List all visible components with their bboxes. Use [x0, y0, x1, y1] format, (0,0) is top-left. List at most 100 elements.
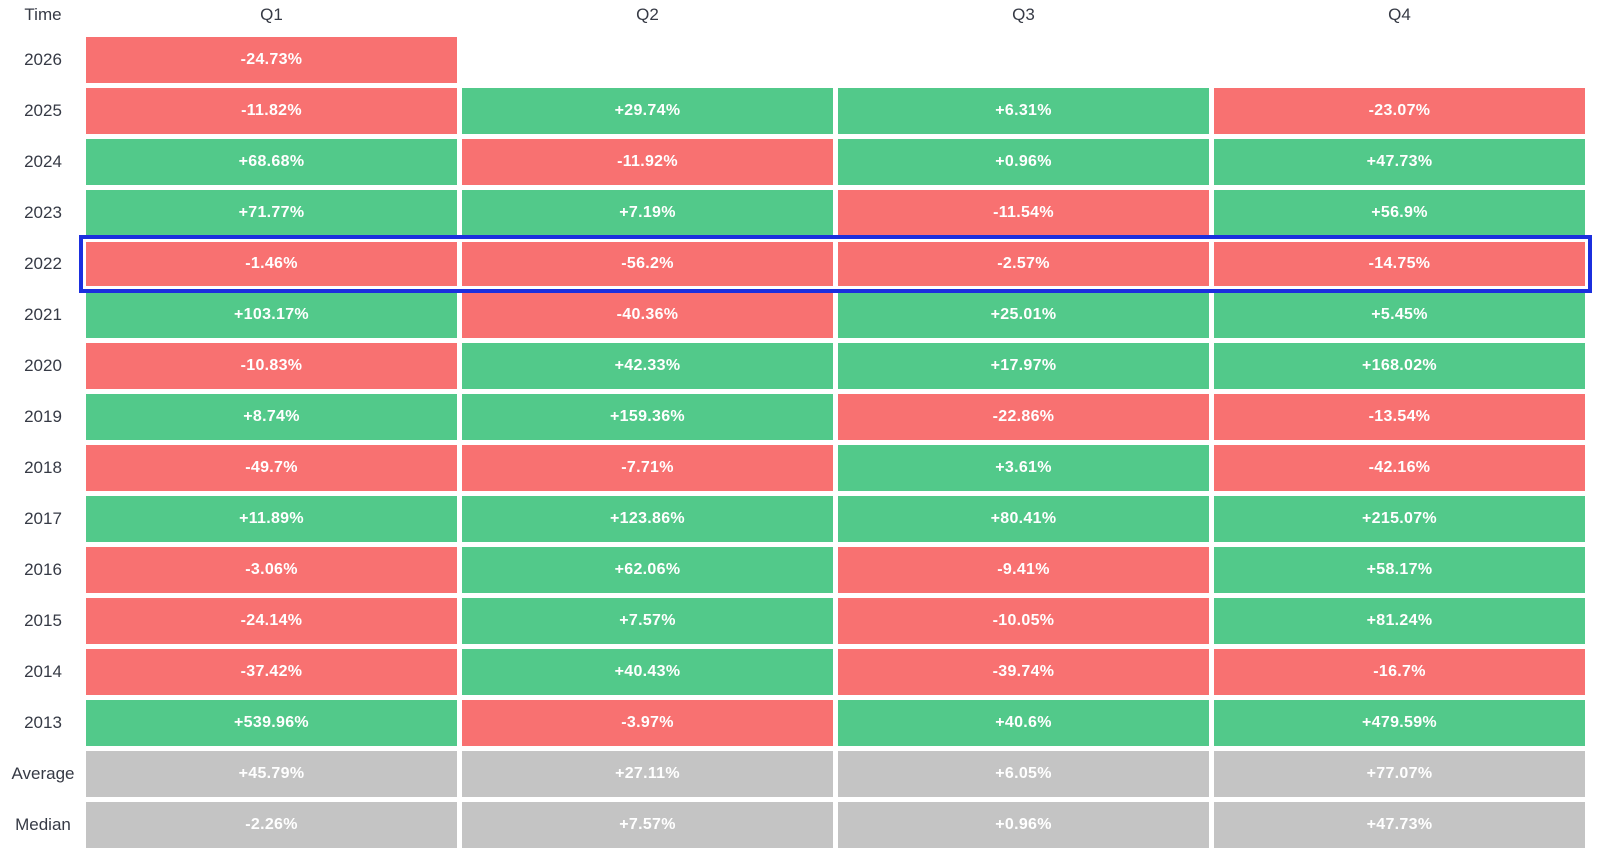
year-row: 2022 -1.46% -56.2% -2.57% -14.75%: [0, 235, 1600, 293]
value-cell[interactable]: +7.57%: [462, 598, 833, 644]
row-label: 2020: [24, 356, 62, 375]
value-cell[interactable]: -2.26%: [86, 802, 457, 848]
value-cell[interactable]: +215.07%: [1214, 496, 1585, 542]
empty-cell: [838, 37, 1209, 83]
year-row: 2013 +539.96% -3.97% +40.6% +479.59%: [0, 700, 1600, 746]
row-cells: -2.26% +7.57% +0.96% +47.73%: [86, 802, 1585, 848]
value-cell[interactable]: +29.74%: [462, 88, 833, 134]
value-cell[interactable]: +42.33%: [462, 343, 833, 389]
row-cells: -49.7% -7.71% +3.61% -42.16%: [86, 445, 1585, 491]
row-cells: +539.96% -3.97% +40.6% +479.59%: [86, 700, 1585, 746]
value-cell[interactable]: +159.36%: [462, 394, 833, 440]
row-label: 2021: [24, 305, 62, 324]
value-cell[interactable]: -14.75%: [1214, 241, 1585, 287]
row-label: 2014: [24, 662, 62, 681]
value-cell[interactable]: +103.17%: [86, 292, 457, 338]
value-cell[interactable]: +5.45%: [1214, 292, 1585, 338]
value-cell[interactable]: -13.54%: [1214, 394, 1585, 440]
value-cell[interactable]: +56.9%: [1214, 190, 1585, 236]
value-cell[interactable]: +40.43%: [462, 649, 833, 695]
row-label: 2022: [24, 254, 62, 273]
value-cell[interactable]: -2.57%: [838, 241, 1209, 287]
row-cells: +11.89% +123.86% +80.41% +215.07%: [86, 496, 1585, 542]
value-cell[interactable]: -56.2%: [462, 241, 833, 287]
year-row: 2025 -11.82% +29.74% +6.31% -23.07%: [0, 88, 1600, 134]
row-label: 2013: [24, 713, 62, 732]
empty-cell: [1214, 37, 1585, 83]
time-column-header: Time: [24, 5, 62, 24]
value-cell[interactable]: +40.6%: [838, 700, 1209, 746]
value-cell[interactable]: -9.41%: [838, 547, 1209, 593]
row-cells: -10.83% +42.33% +17.97% +168.02%: [86, 343, 1585, 389]
value-cell[interactable]: +47.73%: [1214, 802, 1585, 848]
row-cells: +103.17% -40.36% +25.01% +5.45%: [86, 292, 1585, 338]
value-cell[interactable]: -7.71%: [462, 445, 833, 491]
value-cell[interactable]: +27.11%: [462, 751, 833, 797]
value-cell[interactable]: -11.82%: [86, 88, 457, 134]
value-cell[interactable]: -11.54%: [838, 190, 1209, 236]
row-cells: -11.82% +29.74% +6.31% -23.07%: [86, 88, 1585, 134]
value-cell[interactable]: +7.57%: [462, 802, 833, 848]
value-cell[interactable]: -40.36%: [462, 292, 833, 338]
value-cell[interactable]: +25.01%: [838, 292, 1209, 338]
value-cell[interactable]: -49.7%: [86, 445, 457, 491]
row-label: Median: [15, 815, 71, 834]
value-cell[interactable]: -37.42%: [86, 649, 457, 695]
value-cell[interactable]: -39.74%: [838, 649, 1209, 695]
year-row: 2024 +68.68% -11.92% +0.96% +47.73%: [0, 139, 1600, 185]
value-cell[interactable]: +3.61%: [838, 445, 1209, 491]
value-cell[interactable]: -11.92%: [462, 139, 833, 185]
value-cell[interactable]: -10.83%: [86, 343, 457, 389]
value-cell[interactable]: +77.07%: [1214, 751, 1585, 797]
value-cell[interactable]: +11.89%: [86, 496, 457, 542]
row-label: 2024: [24, 152, 62, 171]
value-cell[interactable]: -22.86%: [838, 394, 1209, 440]
value-cell[interactable]: +0.96%: [838, 802, 1209, 848]
value-cell[interactable]: -1.46%: [86, 241, 457, 287]
row-cells: +68.68% -11.92% +0.96% +47.73%: [86, 139, 1585, 185]
value-cell[interactable]: +8.74%: [86, 394, 457, 440]
value-cell[interactable]: +479.59%: [1214, 700, 1585, 746]
column-header-q4: Q4: [1388, 5, 1411, 24]
value-cell[interactable]: +6.31%: [838, 88, 1209, 134]
year-row: 2023 +71.77% +7.19% -11.54% +56.9%: [0, 190, 1600, 236]
value-cell[interactable]: -23.07%: [1214, 88, 1585, 134]
value-cell[interactable]: -42.16%: [1214, 445, 1585, 491]
row-label: 2023: [24, 203, 62, 222]
value-cell[interactable]: +0.96%: [838, 139, 1209, 185]
value-cell[interactable]: +7.19%: [462, 190, 833, 236]
value-cell[interactable]: +123.86%: [462, 496, 833, 542]
value-cell[interactable]: +62.06%: [462, 547, 833, 593]
row-cells: -37.42% +40.43% -39.74% -16.7%: [86, 649, 1585, 695]
value-cell[interactable]: +80.41%: [838, 496, 1209, 542]
year-row: 2019 +8.74% +159.36% -22.86% -13.54%: [0, 394, 1600, 440]
row-cells: -3.06% +62.06% -9.41% +58.17%: [86, 547, 1585, 593]
value-cell[interactable]: +47.73%: [1214, 139, 1585, 185]
value-cell[interactable]: +81.24%: [1214, 598, 1585, 644]
value-cell[interactable]: +539.96%: [86, 700, 457, 746]
value-cell[interactable]: -24.14%: [86, 598, 457, 644]
value-cell[interactable]: +71.77%: [86, 190, 457, 236]
summary-row: Average +45.79% +27.11% +6.05% +77.07%: [0, 751, 1600, 797]
value-cell[interactable]: +68.68%: [86, 139, 457, 185]
value-cell[interactable]: -3.97%: [462, 700, 833, 746]
year-row: 2020 -10.83% +42.33% +17.97% +168.02%: [0, 343, 1600, 389]
summary-row: Median -2.26% +7.57% +0.96% +47.73%: [0, 802, 1600, 848]
value-cell[interactable]: -3.06%: [86, 547, 457, 593]
value-cell[interactable]: +6.05%: [838, 751, 1209, 797]
value-cell[interactable]: -24.73%: [86, 37, 457, 83]
row-cells: +45.79% +27.11% +6.05% +77.07%: [86, 751, 1585, 797]
value-cell[interactable]: -10.05%: [838, 598, 1209, 644]
row-label: Average: [11, 764, 75, 783]
value-cell[interactable]: +58.17%: [1214, 547, 1585, 593]
row-label: 2019: [24, 407, 62, 426]
value-cell[interactable]: +168.02%: [1214, 343, 1585, 389]
header-row: Time Q1 Q2 Q3 Q4: [0, 0, 1600, 37]
year-row: 2016 -3.06% +62.06% -9.41% +58.17%: [0, 547, 1600, 593]
column-header-q1: Q1: [260, 5, 283, 24]
row-label: 2016: [24, 560, 62, 579]
value-cell[interactable]: +17.97%: [838, 343, 1209, 389]
row-label: 2026: [24, 50, 62, 69]
value-cell[interactable]: +45.79%: [86, 751, 457, 797]
value-cell[interactable]: -16.7%: [1214, 649, 1585, 695]
